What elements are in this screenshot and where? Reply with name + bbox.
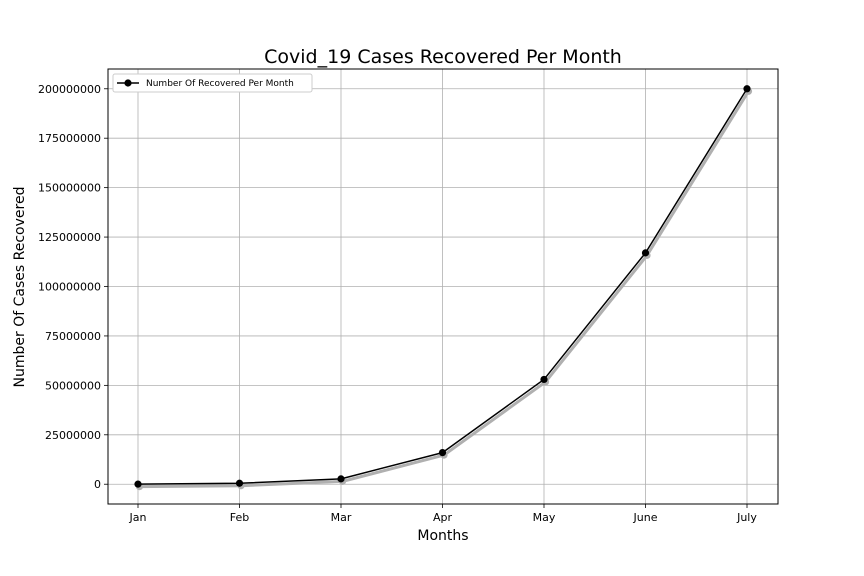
y-tick-label: 150000000 [38, 182, 101, 195]
series-shadow [139, 90, 750, 489]
plot-frame [107, 68, 779, 505]
y-ticks: 0 25000000 50000000 75000000 100000000 125000… [38, 83, 108, 491]
y-tick-label: 100000000 [38, 281, 101, 294]
series-layer [134, 85, 753, 491]
x-tick-label: Jan [129, 511, 147, 524]
data-point-june [641, 249, 650, 257]
data-point-mar [337, 475, 345, 483]
x-axis-label: Months [417, 528, 468, 544]
data-point-feb [235, 479, 244, 487]
data-point-may [540, 375, 548, 384]
y-tick-label: 25000000 [45, 429, 101, 442]
y-tick-label: 50000000 [45, 379, 101, 392]
x-tick-label: June [633, 511, 658, 524]
data-point-jan [134, 480, 142, 488]
y-tick-label: 75000000 [45, 330, 101, 343]
x-tick-label: July [736, 511, 757, 524]
legend: Number Of Recovered Per Month [112, 73, 313, 93]
chart-title: Covid_19 Cases Recovered Per Month [264, 46, 622, 68]
legend-label: Number Of Recovered Per Month [146, 79, 294, 89]
legend-box [112, 73, 313, 93]
data-point-apr [438, 448, 447, 457]
data-point-july [743, 85, 751, 93]
y-tick-label: 200000000 [38, 83, 101, 96]
x-tick-label: Mar [331, 511, 352, 524]
x-tick-label: Feb [230, 511, 249, 524]
legend-marker [124, 79, 132, 87]
y-tick-label: 125000000 [38, 231, 101, 244]
x-tick-label: May [533, 511, 556, 524]
y-tick-label: 175000000 [38, 132, 101, 145]
y-axis-label: Number Of Cases Recovered [12, 187, 28, 388]
y-tick-label: 0 [94, 478, 101, 491]
x-tick-label: Apr [433, 511, 453, 524]
x-ticks: Jan Feb Mar Apr May June July [129, 504, 757, 524]
grid [108, 69, 778, 504]
